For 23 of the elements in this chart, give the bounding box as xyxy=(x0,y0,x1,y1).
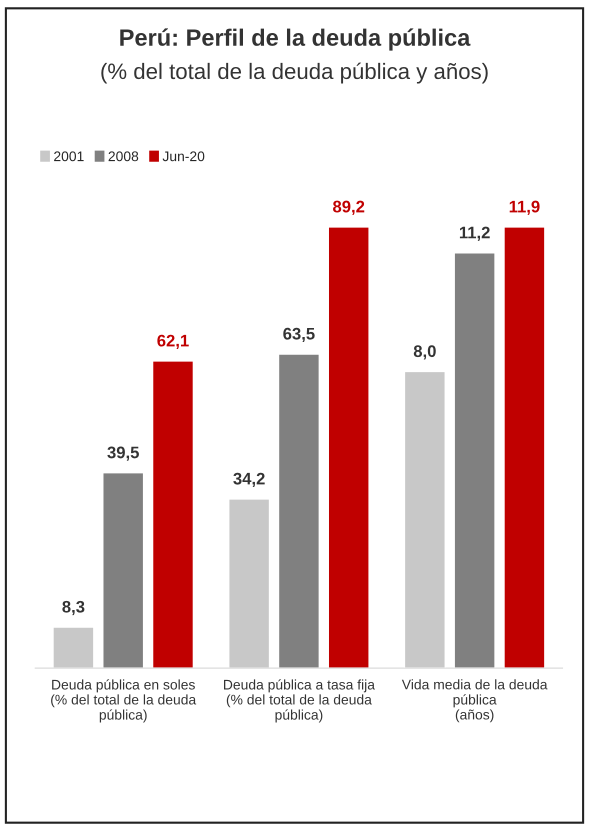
chart-subtitle: (% del total de la deuda pública y años) xyxy=(101,62,488,84)
legend-label: 2008 xyxy=(108,151,138,162)
data-label: 62,1 xyxy=(157,334,189,349)
x-tick-label: Deuda pública a tasa fija (% del total de la deuda pública) xyxy=(224,679,375,722)
x-tick-label: Vida media de la deuda pública (años) xyxy=(402,679,548,722)
bar xyxy=(152,360,194,668)
data-label: 34,2 xyxy=(233,472,265,487)
chart-title: Perú: Perfil de la deuda pública xyxy=(120,28,470,51)
x-tick-label: Deuda pública en soles (% del total de la deuda pública) xyxy=(51,679,196,722)
bar xyxy=(328,226,370,668)
data-label: 8,0 xyxy=(414,345,436,360)
data-label: 39,5 xyxy=(107,446,139,461)
data-label: 11,9 xyxy=(510,200,540,215)
bar xyxy=(52,626,95,668)
bar xyxy=(278,353,320,668)
data-label: 11,2 xyxy=(460,226,490,241)
data-label: 63,5 xyxy=(283,328,315,342)
legend-label: 2001 xyxy=(54,151,84,162)
data-label: 89,2 xyxy=(333,200,364,215)
legend-label: Jun-20 xyxy=(162,151,204,162)
bar xyxy=(102,472,144,668)
data-label: 8,3 xyxy=(62,600,84,616)
bar xyxy=(228,498,270,668)
